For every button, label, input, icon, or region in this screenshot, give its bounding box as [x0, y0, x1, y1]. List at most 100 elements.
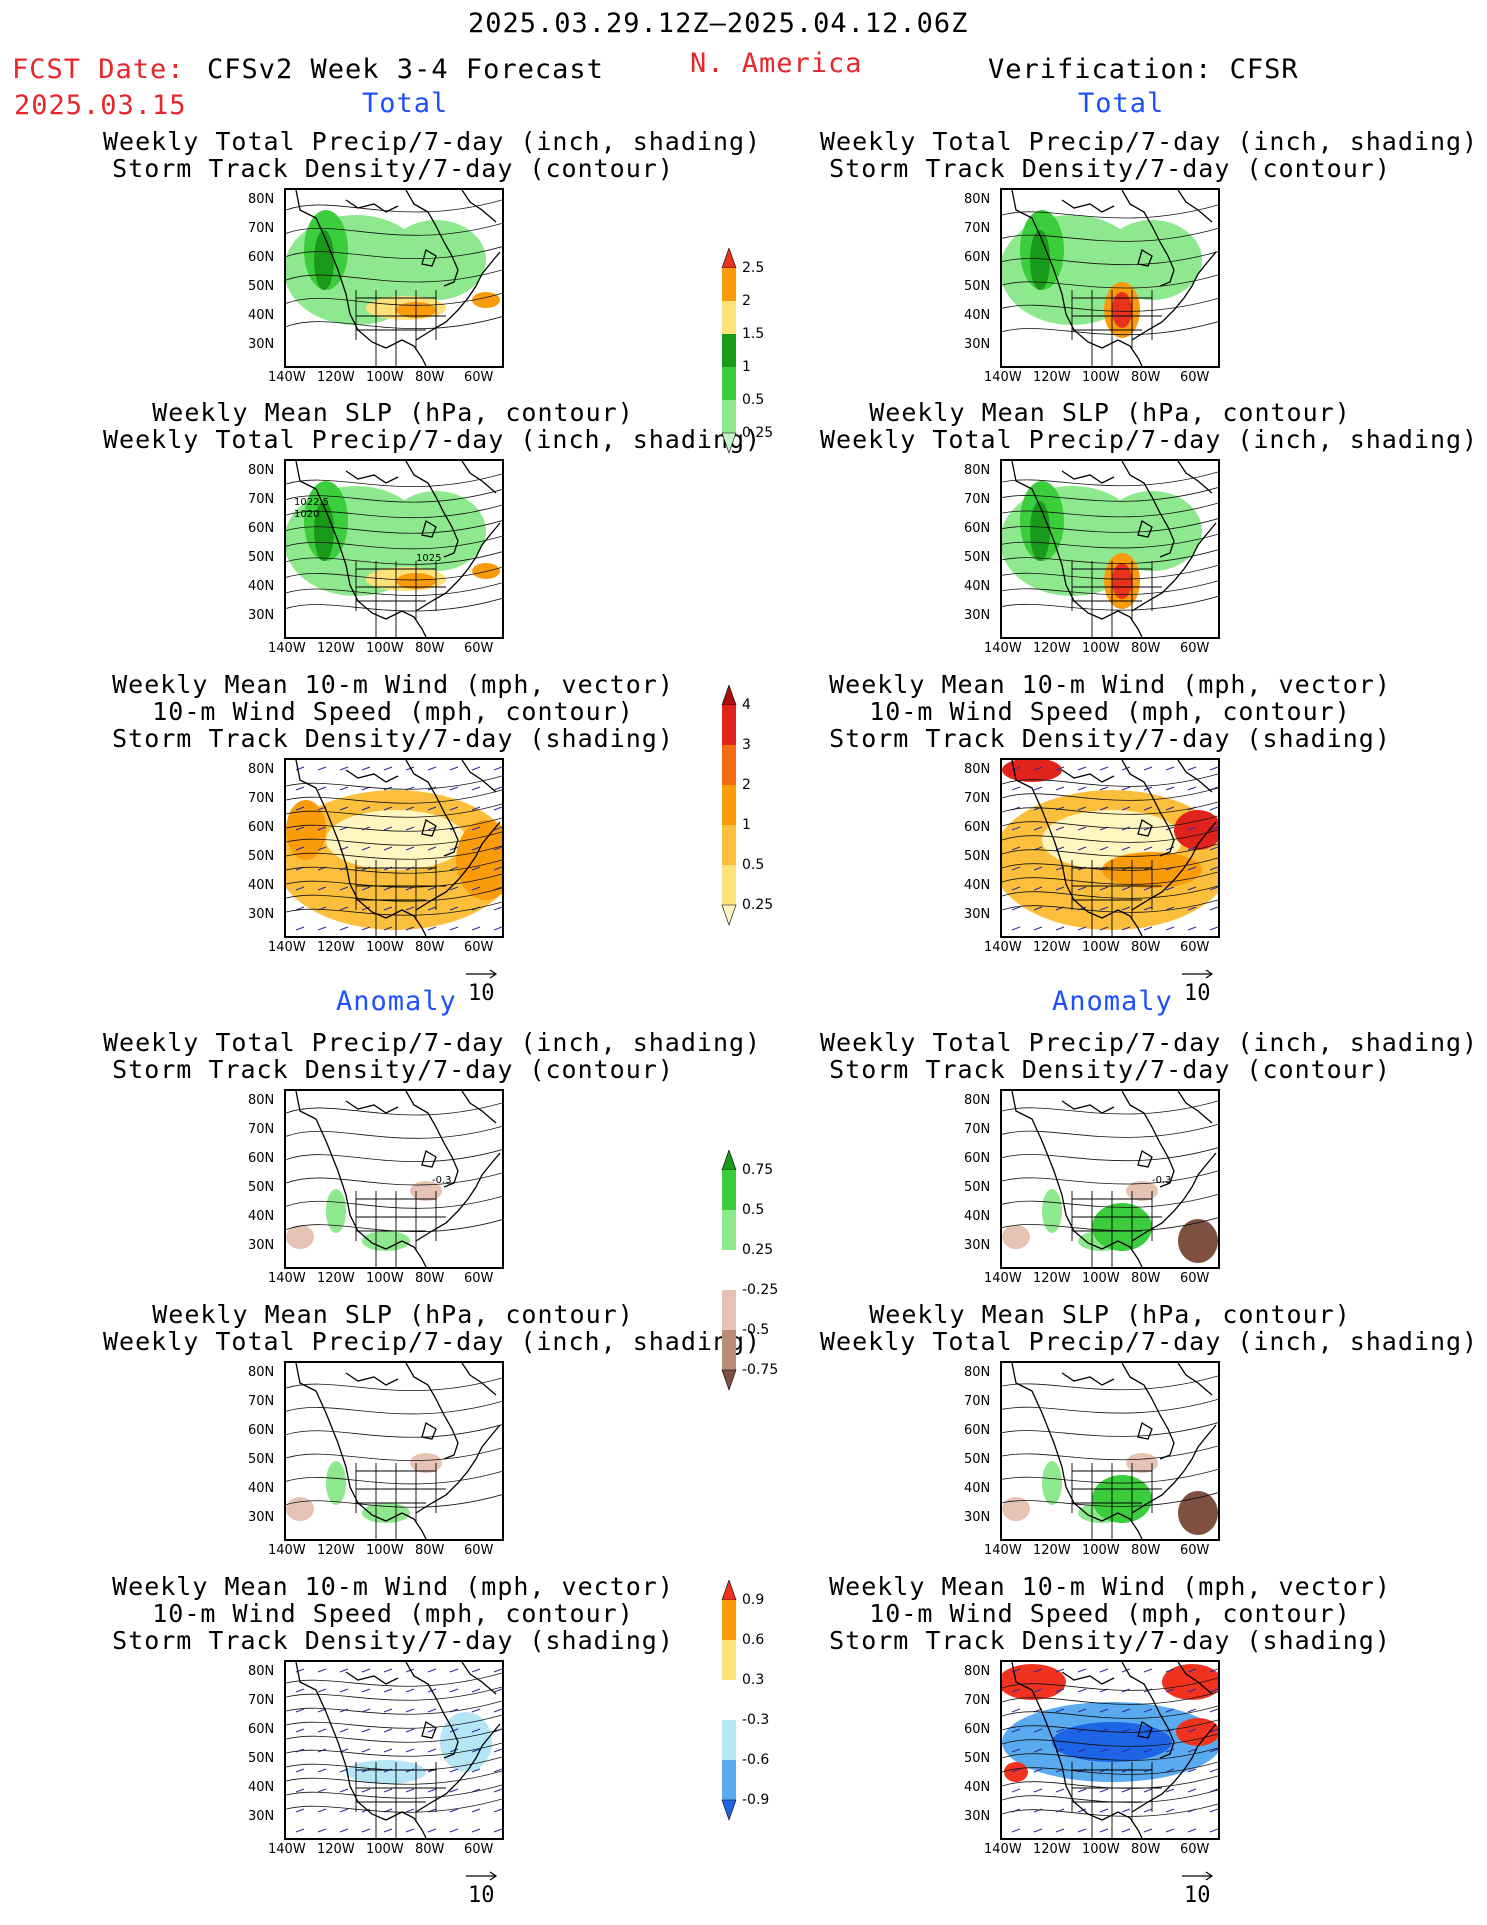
contour-line: [1002, 773, 1218, 787]
wind-vector: [427, 806, 437, 811]
wind-vector: [1077, 1688, 1087, 1693]
wind-vector: [339, 1708, 349, 1713]
wind-vector: [295, 1688, 305, 1693]
wind-vector: [383, 1708, 393, 1713]
wind-vector: [1033, 1768, 1043, 1773]
colorbar-label: 0.25: [742, 1242, 774, 1258]
storm-contour-label: -0.3: [1152, 1175, 1172, 1186]
contour-line: [1002, 596, 1218, 611]
section-total-right: Total: [1078, 88, 1165, 119]
contour-line: [1002, 518, 1218, 533]
colorbar-label: 3: [742, 737, 751, 753]
map-panel: [1000, 758, 1220, 938]
wind-vector: [1165, 1828, 1175, 1833]
wind-vector: [1121, 1808, 1131, 1813]
lat-tick-label: 80N: [248, 762, 275, 777]
wind-vector: [383, 926, 393, 931]
wind-vector: [383, 886, 393, 891]
wind-vector: [339, 1828, 349, 1833]
wind-vector: [361, 1828, 371, 1833]
wind-vector: [471, 1768, 481, 1773]
contour-line: [286, 831, 502, 846]
colorbar-label: 0.6: [742, 1632, 765, 1648]
wind-vector: [317, 926, 327, 931]
coastline: [295, 760, 501, 936]
wind-vector: [1187, 826, 1197, 831]
storm-anomaly-positive-shading: [1162, 1664, 1218, 1700]
contour-line: [286, 551, 502, 565]
wind-vector: [1209, 1688, 1218, 1693]
wind-vector: [1143, 1748, 1153, 1753]
lon-tick-label: 60W: [464, 940, 494, 955]
wind-vector: [317, 1688, 327, 1693]
wind-vector: [383, 826, 393, 831]
wind-vector: [1165, 1688, 1175, 1693]
contour-line: [286, 222, 502, 236]
wind-vector: [361, 826, 371, 831]
contour-line: [286, 1672, 502, 1687]
panel-title-line: Storm Track Density/7-day (contour): [112, 154, 674, 183]
lat-tick-label: 40N: [248, 1481, 275, 1496]
state-borders: [355, 561, 446, 637]
precip-max-shading: [1112, 292, 1132, 328]
wind-vector: [1077, 1828, 1087, 1833]
wind-vector: [405, 1728, 415, 1733]
lon-tick-label: 80W: [1131, 641, 1161, 656]
vector-key-label: 10: [468, 981, 495, 1006]
lon-tick-label: 100W: [1082, 370, 1120, 385]
wind-vector: [383, 766, 393, 771]
wind-vector: [317, 826, 327, 831]
wind-vector: [1099, 1788, 1109, 1793]
slp-contour-label: 1025: [416, 553, 441, 564]
contour-line: [1002, 1170, 1218, 1185]
lat-tick-label: 80N: [248, 1093, 275, 1108]
wind-vector: [1055, 766, 1065, 771]
wind-vector: [405, 1688, 415, 1693]
lat-tick-label: 40N: [964, 1481, 991, 1496]
wind-vector: [383, 846, 393, 851]
map-panel: [1000, 1361, 1220, 1541]
wind-vector: [405, 766, 415, 771]
wind-vector: [339, 786, 349, 791]
wind-vector: [427, 906, 437, 911]
contour-line: [1002, 502, 1218, 518]
wind-vector: [449, 1788, 459, 1793]
wind-vector: [295, 846, 305, 851]
panel-title: Weekly Mean SLP (hPa, contour) Weekly Tot…: [820, 399, 1477, 453]
lon-tick-label: 80W: [415, 1271, 445, 1286]
wind-vector: [1187, 866, 1197, 871]
lat-tick-label: 80N: [248, 1664, 275, 1679]
lon-tick-label: 120W: [1033, 940, 1071, 955]
map-canvas: -0.3: [1002, 1091, 1218, 1267]
precip-anomaly-wet-shading: [326, 1189, 346, 1233]
lon-tick-label: 100W: [1082, 641, 1120, 656]
vector-key: 10: [466, 1862, 500, 1908]
colorbar-segment: [722, 1640, 736, 1680]
contour-line: [1002, 1468, 1218, 1484]
contour-line: [1002, 1691, 1218, 1705]
lat-tick-label: 40N: [964, 878, 991, 893]
wind-vector: [1121, 1728, 1131, 1733]
lon-tick-label: 60W: [464, 1842, 494, 1857]
lat-tick-label: 60N: [964, 820, 991, 835]
precip-max-shading: [1112, 563, 1132, 599]
contour-line: [1002, 487, 1218, 502]
wind-vector: [493, 1768, 502, 1773]
coastline: [1011, 461, 1217, 637]
wind-vector: [1077, 826, 1087, 831]
wind-vector: [295, 906, 305, 911]
map-canvas: -0.3: [286, 1091, 502, 1267]
colorbar-bottom-triangle: [721, 1369, 737, 1391]
colorbar-storm_total: [721, 685, 737, 926]
storm-anomaly-positive-shading: [1176, 1718, 1218, 1746]
storm-density-peak-shading: [1002, 760, 1062, 782]
colorbar-label: 0.5: [742, 392, 765, 408]
wind-vector: [493, 1788, 502, 1793]
wind-vector: [471, 1808, 481, 1813]
lat-tick-label: 70N: [964, 221, 991, 236]
lon-tick-label: 120W: [1033, 641, 1071, 656]
lon-tick-label: 120W: [317, 1271, 355, 1286]
lat-tick-label: 60N: [964, 250, 991, 265]
wind-vector: [427, 846, 437, 851]
lon-tick-label: 80W: [415, 940, 445, 955]
